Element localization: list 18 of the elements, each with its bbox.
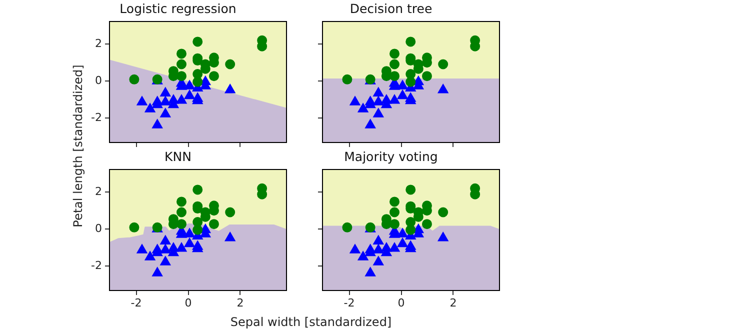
y-tick-label: 2 [95,36,102,50]
y-tick-label: 2 [95,184,102,198]
x-tick-label: -2 [130,296,142,310]
y-axis-title: Petal length [standardized] [71,64,85,228]
chart-title: Majority voting [344,148,438,164]
x-tick-label: 2 [236,296,244,310]
y-tick-label: 0 [95,222,102,235]
y-tick-label: -2 [91,258,102,272]
x-tick-label: 2 [450,296,457,310]
x-tick-label: -2 [344,296,355,310]
x-tick-label: 0 [398,296,405,310]
chart-title: Decision tree [350,0,432,16]
y-tick-label: -2 [91,110,102,124]
y-tick-label: 0 [95,74,102,87]
x-axis-title: Sepal width [standardized] [230,315,392,329]
x-tick-label: 0 [184,296,192,310]
chart-title: Logistic regression [120,0,236,16]
chart-title: KNN [164,148,192,164]
